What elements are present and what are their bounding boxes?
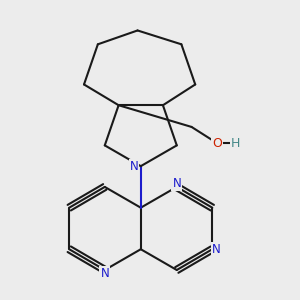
Text: N: N xyxy=(130,160,138,173)
Text: H: H xyxy=(231,136,240,150)
Text: N: N xyxy=(100,267,109,280)
Text: O: O xyxy=(212,136,222,150)
Text: N: N xyxy=(172,177,181,190)
Text: N: N xyxy=(212,243,220,256)
